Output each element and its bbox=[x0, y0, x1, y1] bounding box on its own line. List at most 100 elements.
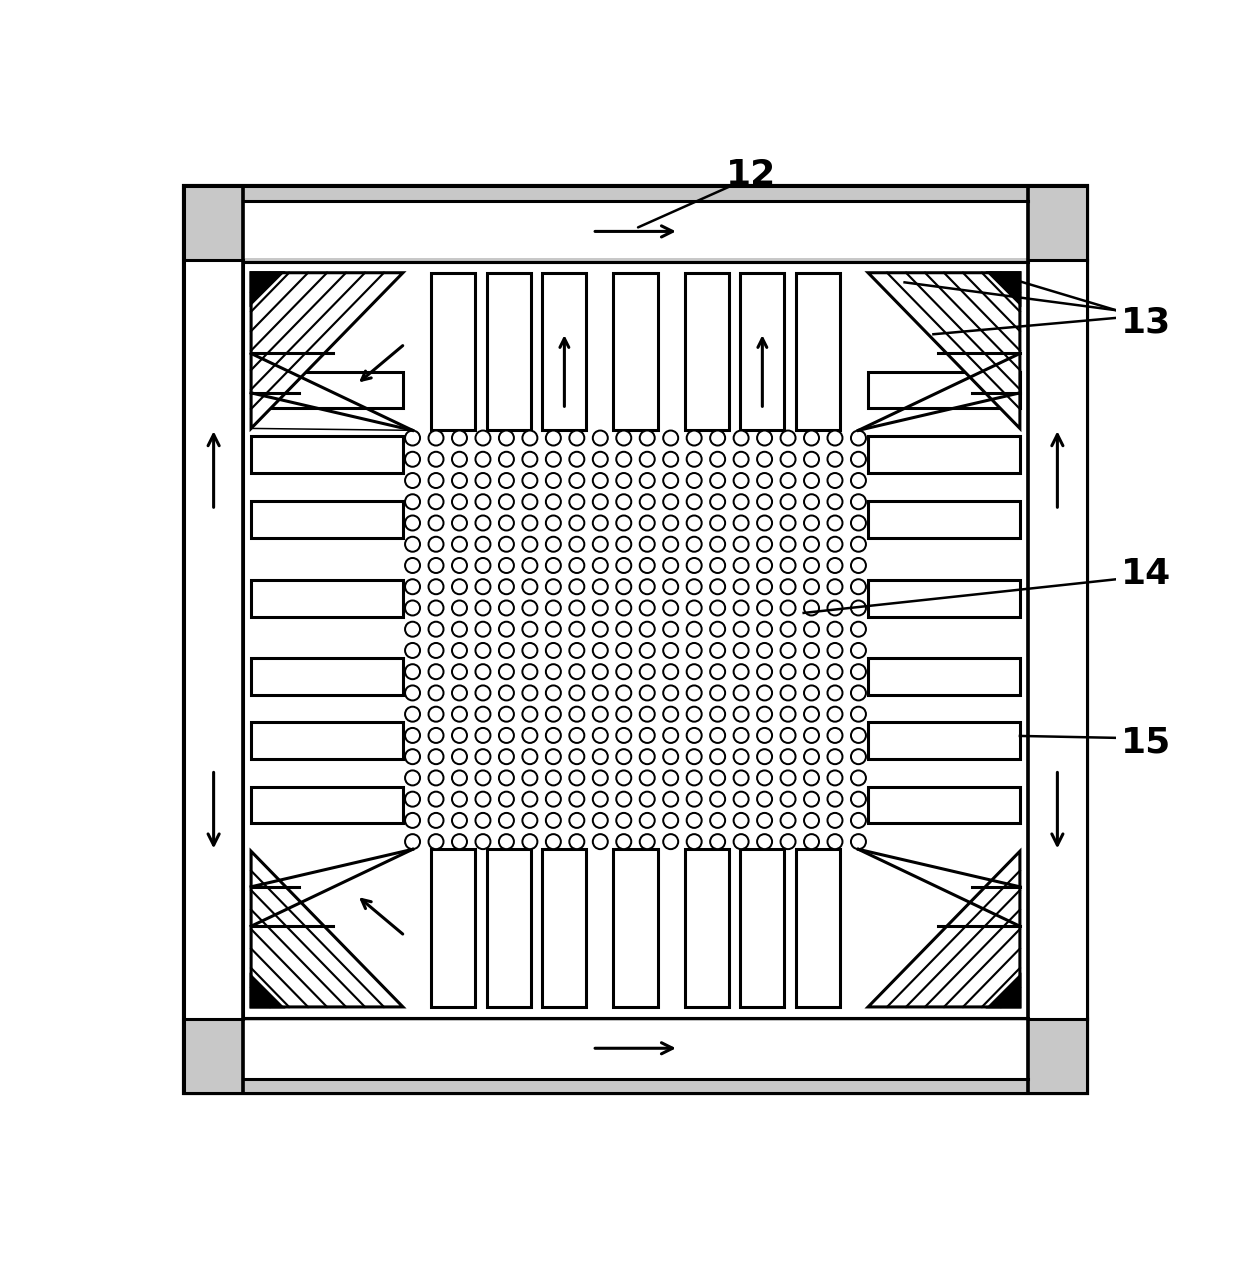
Circle shape bbox=[734, 622, 749, 637]
Circle shape bbox=[851, 685, 866, 701]
Circle shape bbox=[616, 685, 631, 701]
Bar bbox=[250, 371, 403, 408]
Polygon shape bbox=[250, 976, 281, 1007]
Circle shape bbox=[663, 494, 678, 509]
Circle shape bbox=[475, 557, 491, 573]
Circle shape bbox=[405, 622, 420, 637]
Circle shape bbox=[616, 729, 631, 742]
Circle shape bbox=[475, 494, 491, 509]
Circle shape bbox=[498, 664, 513, 679]
Circle shape bbox=[827, 622, 842, 637]
Bar bbox=[868, 502, 1021, 538]
Circle shape bbox=[453, 537, 467, 551]
Circle shape bbox=[827, 579, 842, 594]
Circle shape bbox=[429, 452, 444, 466]
Circle shape bbox=[593, 664, 608, 679]
Bar bbox=[1028, 260, 1087, 1020]
Circle shape bbox=[405, 749, 420, 764]
Circle shape bbox=[453, 749, 467, 764]
Circle shape bbox=[593, 707, 608, 722]
Circle shape bbox=[734, 473, 749, 488]
Circle shape bbox=[827, 537, 842, 551]
Circle shape bbox=[429, 664, 444, 679]
Circle shape bbox=[453, 707, 467, 722]
Bar bbox=[184, 260, 243, 1020]
Circle shape bbox=[546, 494, 560, 509]
Circle shape bbox=[405, 537, 420, 551]
Circle shape bbox=[687, 729, 702, 742]
Circle shape bbox=[453, 642, 467, 658]
Circle shape bbox=[663, 770, 678, 786]
Circle shape bbox=[711, 494, 725, 509]
Circle shape bbox=[804, 664, 818, 679]
Bar bbox=[542, 849, 587, 1007]
Circle shape bbox=[616, 601, 631, 616]
Circle shape bbox=[663, 685, 678, 701]
Circle shape bbox=[569, 685, 584, 701]
Circle shape bbox=[663, 622, 678, 637]
Circle shape bbox=[616, 494, 631, 509]
Circle shape bbox=[734, 516, 749, 531]
Circle shape bbox=[663, 431, 678, 446]
Circle shape bbox=[546, 834, 560, 849]
Circle shape bbox=[687, 792, 702, 807]
Circle shape bbox=[522, 622, 537, 637]
Circle shape bbox=[851, 601, 866, 616]
Circle shape bbox=[405, 664, 420, 679]
Text: 14: 14 bbox=[1121, 557, 1171, 592]
Circle shape bbox=[429, 473, 444, 488]
Circle shape bbox=[640, 834, 655, 849]
Circle shape bbox=[429, 622, 444, 637]
Circle shape bbox=[405, 431, 420, 446]
Text: 15: 15 bbox=[1121, 726, 1171, 760]
Circle shape bbox=[640, 494, 655, 509]
Circle shape bbox=[498, 770, 513, 786]
Circle shape bbox=[405, 601, 420, 616]
Circle shape bbox=[593, 452, 608, 466]
Circle shape bbox=[569, 770, 584, 786]
Circle shape bbox=[546, 770, 560, 786]
Circle shape bbox=[711, 579, 725, 594]
Circle shape bbox=[453, 601, 467, 616]
Circle shape bbox=[616, 473, 631, 488]
Circle shape bbox=[711, 834, 725, 849]
Circle shape bbox=[522, 494, 537, 509]
Circle shape bbox=[780, 749, 796, 764]
Circle shape bbox=[780, 813, 796, 827]
Circle shape bbox=[475, 452, 491, 466]
Polygon shape bbox=[868, 272, 1019, 428]
Circle shape bbox=[453, 685, 467, 701]
Circle shape bbox=[498, 749, 513, 764]
Circle shape bbox=[804, 770, 818, 786]
Circle shape bbox=[827, 792, 842, 807]
Circle shape bbox=[475, 473, 491, 488]
Circle shape bbox=[640, 749, 655, 764]
Bar bbox=[796, 849, 841, 1007]
Circle shape bbox=[780, 579, 796, 594]
Circle shape bbox=[569, 707, 584, 722]
Circle shape bbox=[616, 792, 631, 807]
Circle shape bbox=[780, 452, 796, 466]
Circle shape bbox=[522, 579, 537, 594]
Circle shape bbox=[546, 557, 560, 573]
Bar bbox=[868, 580, 1021, 617]
Circle shape bbox=[593, 770, 608, 786]
Circle shape bbox=[804, 834, 818, 849]
Bar bbox=[184, 186, 1087, 262]
Circle shape bbox=[711, 601, 725, 616]
Circle shape bbox=[616, 431, 631, 446]
Circle shape bbox=[663, 537, 678, 551]
Bar bbox=[684, 272, 729, 431]
Circle shape bbox=[780, 473, 796, 488]
Circle shape bbox=[687, 431, 702, 446]
Circle shape bbox=[780, 685, 796, 701]
Circle shape bbox=[498, 473, 513, 488]
Circle shape bbox=[453, 792, 467, 807]
Circle shape bbox=[780, 537, 796, 551]
Circle shape bbox=[546, 729, 560, 742]
Circle shape bbox=[827, 834, 842, 849]
Circle shape bbox=[546, 664, 560, 679]
Circle shape bbox=[522, 729, 537, 742]
Circle shape bbox=[522, 685, 537, 701]
Circle shape bbox=[546, 642, 560, 658]
